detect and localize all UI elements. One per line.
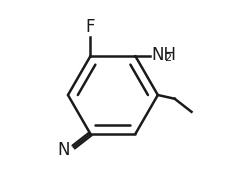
Text: NH: NH (151, 46, 176, 64)
Text: N: N (58, 141, 70, 159)
Text: 2: 2 (164, 53, 171, 63)
Text: F: F (86, 18, 95, 36)
